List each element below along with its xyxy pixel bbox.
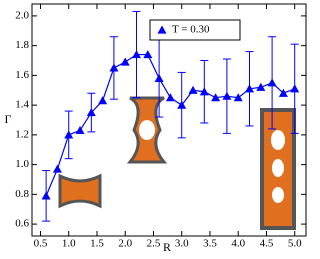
y-tick-label: 1.0: [15, 158, 29, 170]
y-tick-label: 2.0: [15, 9, 29, 21]
marker: [64, 130, 74, 139]
marker: [233, 93, 243, 102]
marker: [222, 91, 232, 100]
marker: [109, 63, 119, 72]
chart: R Γ 0.5 1.0 1.5 2.0 2.5 3.0 3.5 4.0 4.5 5.0 0.6 0.8…: [5, 3, 307, 254]
marker: [290, 84, 300, 93]
y-axis-label: Γ: [5, 112, 12, 126]
marker: [52, 164, 62, 173]
inset-small: [58, 173, 102, 209]
marker: [86, 108, 96, 117]
marker: [199, 87, 209, 96]
marker: [245, 84, 255, 93]
x-tick-label: 2.5: [147, 238, 161, 250]
x-tick-label: 3.0: [175, 238, 189, 250]
marker: [98, 96, 108, 105]
legend-marker: [157, 25, 167, 34]
marker: [41, 191, 51, 200]
inset-medium: [126, 96, 168, 164]
series-line: [45, 53, 295, 197]
y-tick-label: 1.8: [15, 39, 29, 51]
plot-frame: [31, 3, 307, 237]
inset-large: [260, 108, 296, 230]
marker: [143, 50, 153, 59]
marker: [278, 88, 288, 97]
marker: [75, 125, 85, 135]
y-tick-label: 0.6: [15, 218, 29, 230]
y-tick-label: 1.2: [15, 128, 29, 140]
marker: [188, 85, 198, 94]
x-tick-label: 4.5: [260, 238, 274, 250]
marker: [211, 93, 221, 102]
marker: [256, 82, 266, 91]
x-tick-label: 1.0: [62, 238, 76, 250]
marker: [154, 73, 164, 82]
marker: [132, 50, 142, 59]
x-tick-label: 1.5: [90, 238, 104, 250]
legend-box: [149, 19, 241, 41]
x-tick-label: 4.0: [231, 238, 245, 250]
x-tick-label: 2.0: [118, 238, 132, 250]
y-tick-label: 1.4: [15, 99, 29, 111]
x-axis-label: R: [163, 240, 171, 254]
x-tick-label: 3.5: [203, 238, 217, 250]
marker: [120, 57, 130, 66]
y-tick-label: 1.6: [15, 69, 29, 81]
y-tick-label: 0.8: [15, 188, 29, 200]
marker: [177, 100, 187, 109]
marker: [165, 93, 175, 102]
marker: [267, 78, 277, 87]
x-tick-label: 5.0: [288, 238, 302, 250]
legend-label: T = 0.30: [172, 24, 210, 36]
x-tick-label: 0.5: [34, 238, 48, 250]
